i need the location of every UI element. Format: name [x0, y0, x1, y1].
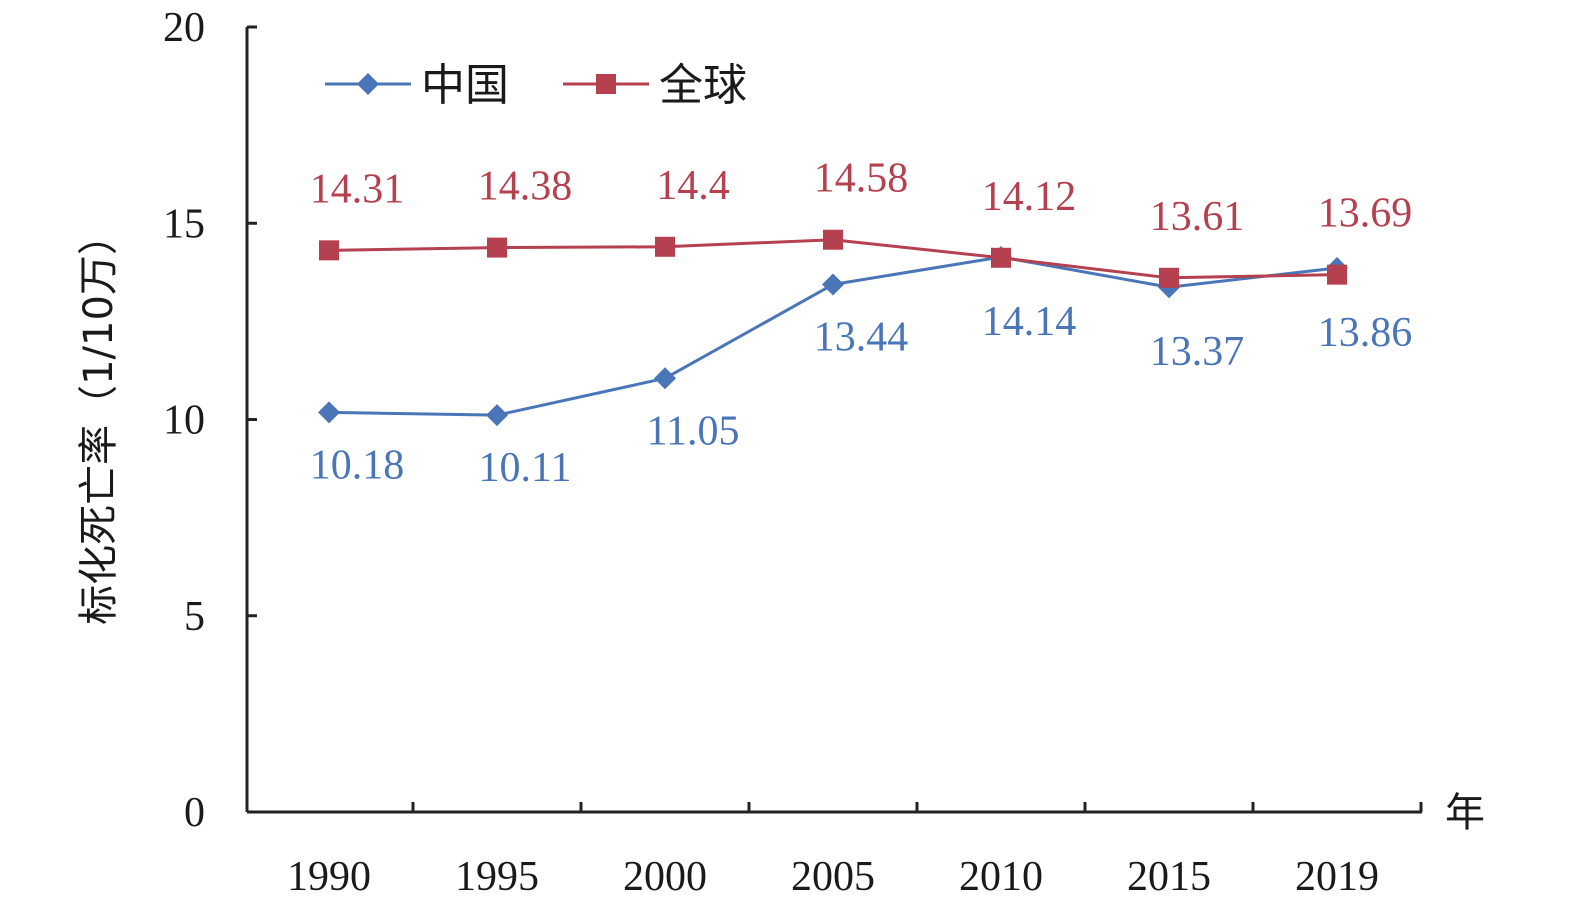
- x-tick-label: 1990: [287, 854, 371, 900]
- x-tick-label: 2019: [1295, 854, 1379, 900]
- point-marker: [487, 237, 507, 258]
- data-label: 14.58: [814, 156, 909, 202]
- data-label: 14.31: [310, 166, 405, 212]
- data-label: 14.38: [478, 164, 573, 210]
- x-tick-label: 2010: [959, 854, 1043, 900]
- x-tick-label: 2015: [1127, 854, 1211, 900]
- y-tick-label: 0: [184, 790, 205, 836]
- data-label: 13.86: [1318, 310, 1413, 356]
- point-marker: [823, 229, 843, 250]
- data-label: 13.37: [1150, 329, 1245, 375]
- point-marker: [654, 367, 676, 390]
- data-label: 14.4: [656, 163, 730, 209]
- x-tick-label: 1995: [455, 854, 539, 900]
- series-layer: [318, 229, 1348, 427]
- y-tick-label: 5: [184, 594, 205, 640]
- point-marker: [319, 240, 339, 261]
- axes: 0 5 10 15 20 1990 1995 2000 2005 2010 2015 2019: [163, 5, 1423, 900]
- y-tick-label: 10: [163, 398, 205, 444]
- series-global: [319, 229, 1347, 288]
- x-axis-title: 年: [1445, 790, 1485, 836]
- legend-label: 中国: [421, 60, 509, 111]
- legend: 中国 全球: [325, 60, 747, 111]
- data-label: 13.44: [814, 314, 909, 360]
- point-marker: [655, 236, 675, 257]
- legend-item: 全球: [563, 60, 747, 111]
- data-label: 13.69: [1318, 191, 1413, 237]
- y-tick-label: 15: [163, 201, 205, 247]
- data-label: 10.18: [310, 442, 405, 488]
- point-marker: [486, 404, 508, 427]
- point-marker: [822, 273, 844, 296]
- x-tick-label: 2000: [623, 854, 707, 900]
- data-label: 13.61: [1150, 194, 1245, 240]
- data-label: 11.05: [647, 408, 740, 454]
- point-marker: [596, 74, 616, 94]
- point-marker: [318, 401, 340, 424]
- point-marker: [1159, 267, 1179, 288]
- data-label: 10.11: [479, 445, 572, 491]
- data-label: 14.12: [982, 174, 1077, 220]
- point-marker: [357, 73, 379, 95]
- point-marker: [1327, 264, 1347, 285]
- x-tick-label: 2005: [791, 854, 875, 900]
- legend-label: 全球: [659, 60, 747, 111]
- y-axis-title: 标化死亡率（1/10万）: [76, 215, 122, 625]
- data-labels-layer: 10.18 10.11 11.05 13.44 14.14 13.37 13.86 14.31…: [310, 156, 1413, 491]
- point-marker: [991, 247, 1011, 268]
- y-tick-label: 20: [163, 5, 205, 51]
- data-label: 14.14: [982, 299, 1077, 345]
- legend-item: 中国: [325, 60, 509, 111]
